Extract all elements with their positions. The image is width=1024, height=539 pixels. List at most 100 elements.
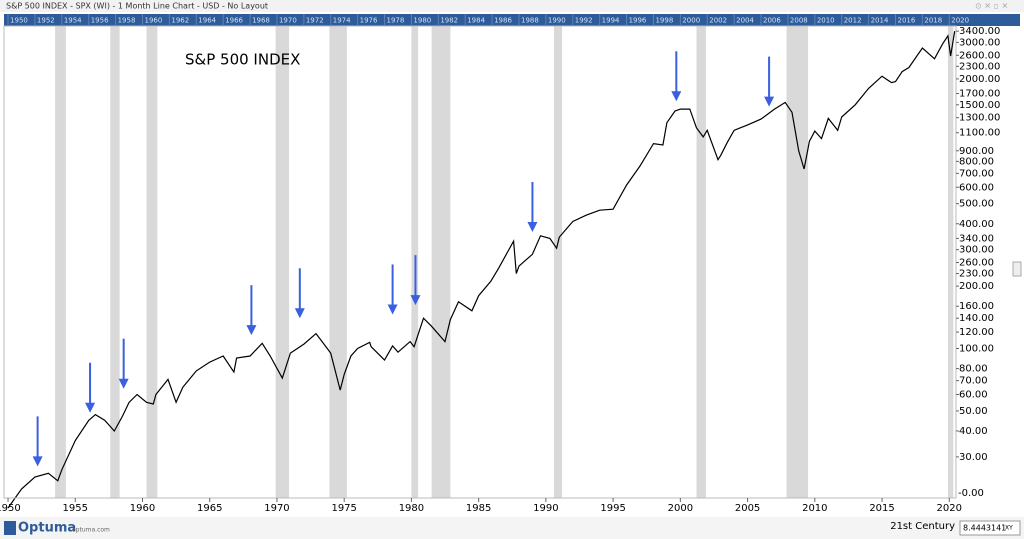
y-tick-label: 300.00 (959, 245, 994, 256)
y-tick-label: 900.00 (959, 146, 994, 157)
brand-site: optuma.com (72, 527, 110, 534)
period-label: 21st Century (890, 521, 955, 532)
arrow (85, 362, 96, 413)
top-tick-label: 1974 (333, 17, 351, 25)
top-tick-label: 1996 (629, 17, 647, 25)
y-tick-label: 30.00 (959, 452, 988, 463)
top-tick-label: 2002 (709, 17, 727, 25)
top-tick-label: 1962 (171, 17, 189, 25)
top-tick-label: 2010 (817, 17, 835, 25)
x-tick-label: 1995 (600, 503, 625, 514)
arrow (32, 416, 43, 467)
top-tick-label: 2018 (924, 17, 942, 25)
footer-bar (0, 517, 1024, 539)
top-tick-label: 1998 (655, 17, 673, 25)
top-tick-label: 1966 (225, 17, 243, 25)
shaded-period (947, 26, 954, 498)
top-tick-label: 2000 (682, 17, 700, 25)
arrow-head (118, 378, 129, 389)
scroll-handle[interactable] (1012, 261, 1022, 277)
arrow-head (387, 304, 398, 315)
price-line (7, 31, 956, 509)
arrow (387, 264, 398, 315)
y-tick-label: 700.00 (959, 168, 994, 179)
window-controls[interactable]: ⊙ ✕ ▫ ✕ (975, 2, 1008, 11)
top-tick-label: 1950 (10, 17, 28, 25)
shaded-period (696, 26, 706, 498)
x-tick-label: 1985 (466, 503, 491, 514)
x-tick-label: 2000 (668, 503, 693, 514)
y-tick-label: 340.00 (959, 233, 994, 244)
top-tick-label: 1994 (602, 17, 620, 25)
arrow-head (85, 402, 96, 413)
y-tick-label: 3400.00 (959, 26, 1000, 37)
y-tick-label: 60.00 (959, 390, 988, 401)
top-tick-label: 2006 (763, 17, 781, 25)
top-tick-label: 2004 (736, 17, 754, 25)
readout-unit: XY (1005, 525, 1013, 532)
top-tick-label: 1970 (279, 17, 297, 25)
y-tick-label: 3000.00 (959, 37, 1000, 48)
y-tick-label: 600.00 (959, 182, 994, 193)
top-tick-label: 1992 (575, 17, 593, 25)
top-tick-label: 1960 (144, 17, 162, 25)
x-tick-label: 1980 (399, 503, 424, 514)
arrow-head (32, 456, 43, 467)
top-tick-label: 2008 (790, 17, 808, 25)
x-tick-label: 2020 (937, 503, 962, 514)
y-tick-label: 80.00 (959, 364, 988, 375)
top-tick-label: 1956 (91, 17, 109, 25)
brand: Optuma (18, 521, 76, 536)
shaded-period (553, 26, 563, 498)
shaded-period (431, 26, 451, 498)
arrow-head (671, 91, 682, 102)
x-tick-label: 2010 (802, 503, 827, 514)
top-tick-label: 2020 (951, 17, 969, 25)
chart-title: S&P 500 INDEX (185, 51, 300, 69)
shaded-period (146, 26, 158, 498)
y-tick-label: 400.00 (959, 219, 994, 230)
x-tick-label: 1990 (533, 503, 558, 514)
y-tick-label: 120.00 (959, 327, 994, 338)
y-tick-label: 50.00 (959, 406, 988, 417)
top-tick-label: 1954 (64, 17, 82, 25)
top-axis-strip (4, 14, 1020, 26)
shaded-period (55, 26, 66, 498)
shaded-period (275, 26, 290, 498)
y-tick-label: 1700.00 (959, 89, 1000, 100)
arrow (294, 268, 305, 319)
title-bar (0, 0, 1024, 12)
shaded-period (329, 26, 347, 498)
y-tick-label: 800.00 (959, 156, 994, 167)
shaded-period (110, 26, 120, 498)
y-tick-label: 500.00 (959, 199, 994, 210)
plot-layer (7, 26, 956, 509)
x-tick-label: 1970 (264, 503, 289, 514)
top-tick-label: 1984 (467, 17, 485, 25)
y-tick-label: 2000.00 (959, 74, 1000, 85)
x-tick-label: 1955 (63, 503, 88, 514)
arrow-head (294, 308, 305, 319)
top-tick-label: 1958 (118, 17, 136, 25)
top-tick-label: 1976 (360, 17, 378, 25)
arrow-head (527, 221, 538, 232)
x-tick-label: 1975 (331, 503, 356, 514)
top-tick-label: 1972 (306, 17, 324, 25)
y-tick-label: 230.00 (959, 269, 994, 280)
arrow-head (764, 96, 775, 107)
shaded-period (786, 26, 809, 498)
plot-frame (3, 25, 957, 499)
arrow (246, 285, 257, 336)
y-tick-label: 160.00 (959, 301, 994, 312)
y-tick-label: 2300.00 (959, 61, 1000, 72)
arrow (410, 255, 421, 306)
top-tick-label: 1988 (521, 17, 539, 25)
top-tick-label: 2014 (871, 17, 889, 25)
y-floor-label: -0.00 (958, 488, 984, 499)
y-tick-label: 200.00 (959, 281, 994, 292)
x-tick-label: 1950 (0, 503, 21, 514)
arrow (671, 51, 682, 102)
x-tick-label: 2005 (735, 503, 760, 514)
window-title: S&P 500 INDEX - SPX (WI) - 1 Month Line … (6, 2, 268, 11)
